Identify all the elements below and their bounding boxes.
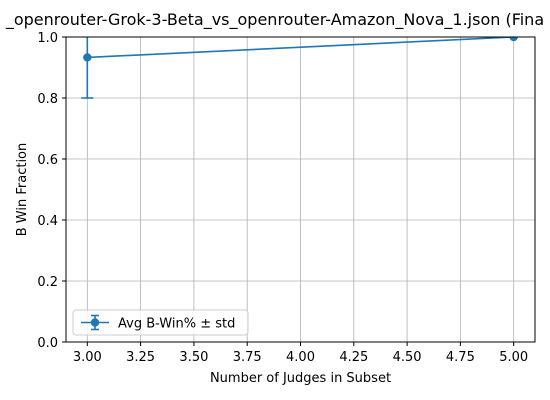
legend-entry-label: Avg B-Win% ± std — [118, 317, 235, 332]
y-tick-label: 0.4 — [37, 214, 58, 229]
data-point — [83, 53, 92, 62]
x-tick-label: 5.00 — [499, 350, 528, 365]
x-tick-label: 3.75 — [233, 350, 262, 365]
y-tick-label: 0.8 — [37, 92, 58, 107]
y-tick-label: 0.6 — [37, 153, 58, 168]
x-tick-label: 3.25 — [126, 350, 155, 365]
data-point — [509, 37, 518, 42]
y-tick-label: 1.0 — [37, 31, 58, 46]
chart-title: _openrouter-Grok-3-Beta_vs_openrouter-Am… — [5, 10, 544, 30]
x-tick-label: 4.25 — [339, 350, 368, 365]
x-tick-label: 4.50 — [393, 350, 422, 365]
x-tick-label: 4.00 — [286, 350, 315, 365]
y-tick-label: 0.0 — [37, 336, 58, 351]
series-line — [87, 37, 514, 59]
legend: Avg B-Win% ± std — [72, 309, 249, 336]
x-axis-label: Number of Judges in Subset — [210, 371, 391, 386]
x-tick-label: 3.00 — [73, 350, 102, 365]
legend-marker-sample — [90, 318, 100, 327]
series-layer — [81, 37, 518, 99]
y-tick-label: 0.2 — [37, 275, 58, 290]
legend-box — [72, 309, 249, 336]
y-axis-label: B Win Fraction — [15, 143, 30, 237]
x-tick-label: 3.50 — [179, 350, 208, 365]
plot-area: 3.00 3.25 3.50 3.75 4.00 4.25 4.50 4.75 5.00 0.0 0… — [37, 31, 536, 365]
x-tick-label: 4.75 — [446, 350, 475, 365]
